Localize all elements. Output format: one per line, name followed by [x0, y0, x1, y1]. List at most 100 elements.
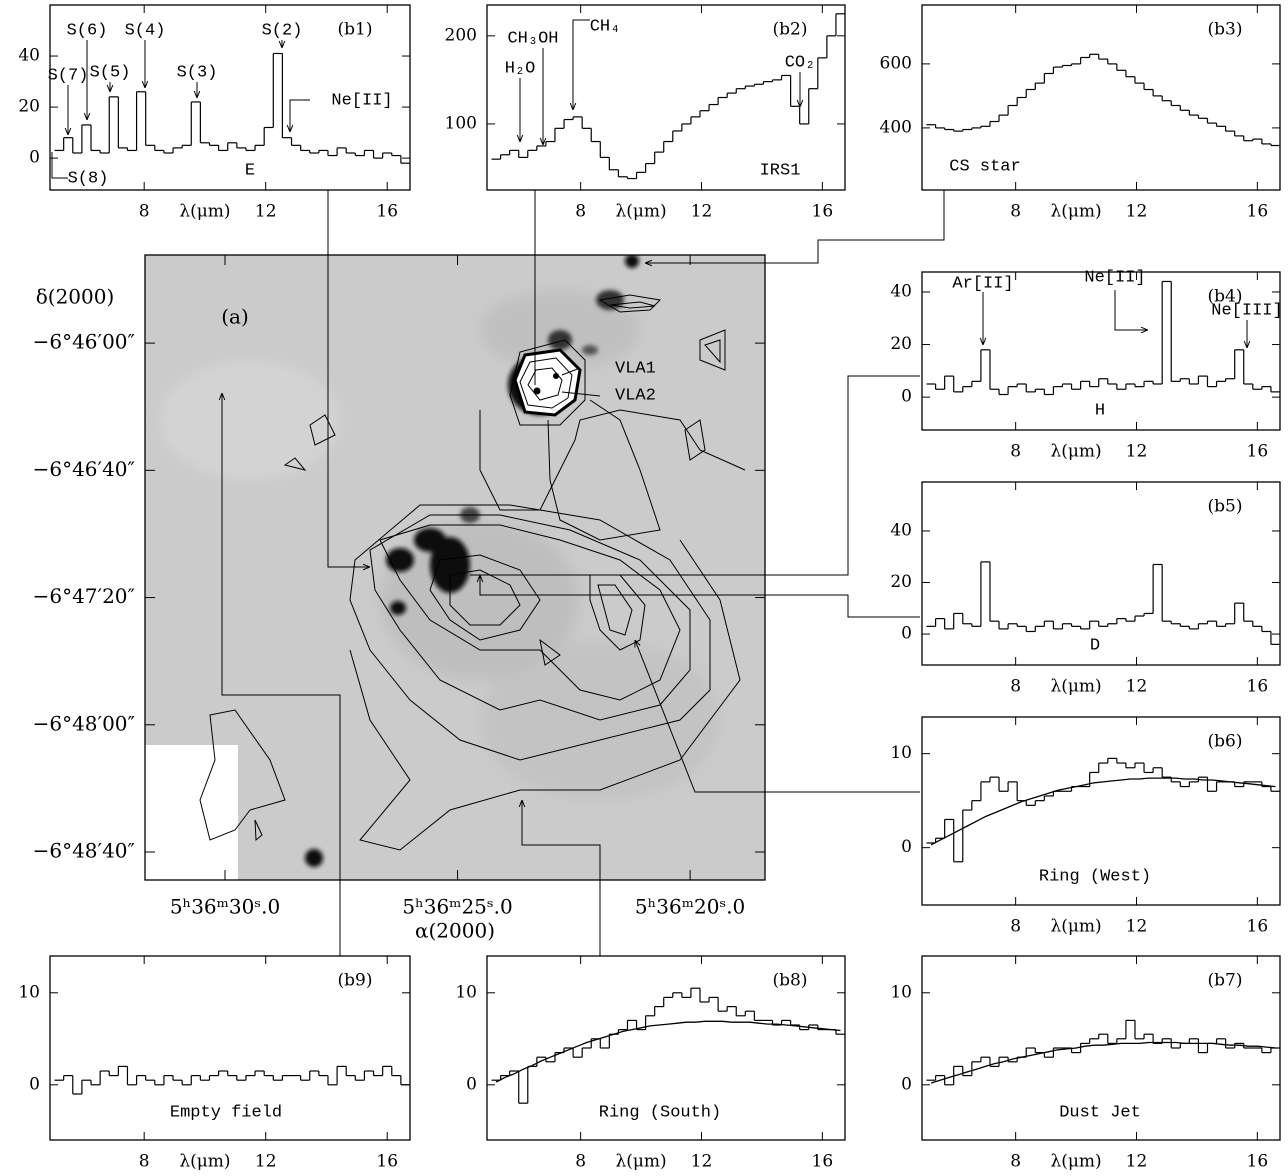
x-tick-label: 16 — [1247, 442, 1269, 462]
panel-label: (b2) — [773, 20, 808, 40]
panel-label: (a) — [221, 305, 249, 329]
x-tick-label: 16 — [812, 1152, 834, 1172]
panel-frame — [486, 4, 846, 191]
x-tick-label: 16 — [376, 1152, 398, 1172]
x-tick-label: 12 — [255, 202, 277, 222]
annotation: S(6) — [67, 21, 108, 40]
y-tick-label: 0 — [901, 837, 912, 857]
y-tick-label: 100 — [445, 113, 477, 133]
x-tick-label: 8 — [1010, 677, 1021, 697]
panel-label: (b5) — [1208, 497, 1243, 517]
panel-label: (b7) — [1208, 971, 1243, 991]
x-axis-label: λ(μm) — [1050, 677, 1101, 697]
x-axis-label: λ(μm) — [1050, 1152, 1101, 1172]
annotation: CH₃OH — [507, 29, 558, 48]
fit-line — [930, 777, 1276, 846]
annotation: VLA2 — [615, 386, 656, 405]
x-axis-label: λ(μm) — [1050, 202, 1101, 222]
y-tick-label: 0 — [466, 1074, 477, 1094]
source-label: CS star — [949, 157, 1020, 176]
source-label: H — [1095, 401, 1105, 420]
x-tick-label: 16 — [1247, 677, 1269, 697]
y-tick-label: −6°46′40″ — [33, 457, 135, 481]
source-label: Ring (West) — [1039, 867, 1151, 886]
x-tick-label: 12 — [1126, 202, 1148, 222]
source-label: Empty field — [170, 1103, 282, 1122]
y-tick-label: 10 — [890, 982, 912, 1002]
x-tick-label: 16 — [1247, 1152, 1269, 1172]
y-tick-label: 0 — [29, 1074, 40, 1094]
source-label: Ring (South) — [599, 1103, 721, 1122]
x-axis-label: λ(μm) — [179, 202, 230, 222]
panel-label: (b6) — [1208, 732, 1243, 752]
x-axis-label: λ(μm) — [615, 202, 666, 222]
panel-label: (b3) — [1208, 20, 1243, 40]
y-tick-label: 0 — [901, 387, 912, 407]
x-axis-label: λ(μm) — [179, 1152, 230, 1172]
x-axis-label: λ(μm) — [1050, 442, 1101, 462]
x-tick-label: 8 — [1010, 202, 1021, 222]
y-tick-label: 200 — [445, 25, 477, 45]
y-tick-label: 0 — [901, 624, 912, 644]
panel-frame — [921, 4, 1281, 191]
source-label: IRS1 — [760, 161, 801, 180]
x-axis-label: α(2000) — [415, 919, 495, 943]
x-tick-label: 12 — [691, 202, 713, 222]
x-tick-label: 8 — [139, 202, 150, 222]
x-tick-label: 16 — [1247, 202, 1269, 222]
panel-frame — [921, 271, 1281, 431]
x-tick-label: 8 — [575, 1152, 586, 1172]
x-tick-label: 12 — [1126, 917, 1148, 937]
panel-label: (b8) — [773, 971, 808, 991]
y-tick-label: 400 — [880, 117, 912, 137]
map-image — [145, 255, 765, 880]
x-tick-label: 5ʰ36ᵐ25ˢ.0 — [402, 895, 512, 919]
x-tick-label: 8 — [1010, 1152, 1021, 1172]
y-axis-label: δ(2000) — [36, 285, 115, 309]
x-tick-label: 5ʰ36ᵐ20ˢ.0 — [635, 895, 745, 919]
x-axis-label: λ(μm) — [1050, 917, 1101, 937]
y-tick-label: −6°47′20″ — [33, 584, 135, 608]
y-tick-label: 10 — [18, 982, 40, 1002]
annotation: Ar[II] — [952, 274, 1013, 293]
annotation: S(3) — [177, 63, 218, 82]
annotation: Ne[II] — [1084, 268, 1145, 287]
annotation: VLA1 — [615, 359, 656, 378]
x-tick-label: 8 — [575, 202, 586, 222]
map-frame — [144, 254, 766, 881]
y-tick-label: 10 — [455, 982, 477, 1002]
y-tick-label: −6°48′00″ — [33, 711, 135, 735]
annotation: S(2) — [262, 21, 303, 40]
annotation: H₂O — [505, 59, 536, 78]
y-tick-label: 20 — [890, 572, 912, 592]
x-tick-label: 8 — [139, 1152, 150, 1172]
y-tick-label: 0 — [29, 148, 40, 168]
x-tick-label: 16 — [812, 202, 834, 222]
line-arrows — [51, 19, 1247, 348]
annotation: Ne[II] — [331, 91, 392, 110]
annotation: S(4) — [125, 21, 166, 40]
x-tick-label: 12 — [1126, 677, 1148, 697]
x-tick-label: 12 — [1126, 1152, 1148, 1172]
source-label: E — [245, 161, 255, 180]
panel-frame — [486, 955, 846, 1141]
x-axis-label: λ(μm) — [615, 1152, 666, 1172]
x-tick-label: 5ʰ36ᵐ30ˢ.0 — [170, 895, 280, 919]
panel-label: (b1) — [338, 20, 373, 40]
panel-frame — [921, 716, 1281, 906]
x-tick-label: 12 — [691, 1152, 713, 1172]
annotation: S(5) — [90, 63, 131, 82]
x-tick-label: 8 — [1010, 442, 1021, 462]
source-label: D — [1090, 636, 1100, 655]
y-tick-label: 40 — [890, 520, 912, 540]
panel-label: (b9) — [338, 971, 373, 991]
panel-label: (b4) — [1208, 287, 1243, 307]
y-tick-label: 20 — [890, 334, 912, 354]
y-tick-label: 600 — [880, 53, 912, 73]
y-tick-label: 0 — [901, 1074, 912, 1094]
annotation: Ne[III] — [1211, 301, 1282, 320]
panel-frame — [49, 4, 411, 191]
y-tick-label: 40 — [18, 46, 40, 66]
y-tick-label: 20 — [18, 97, 40, 117]
